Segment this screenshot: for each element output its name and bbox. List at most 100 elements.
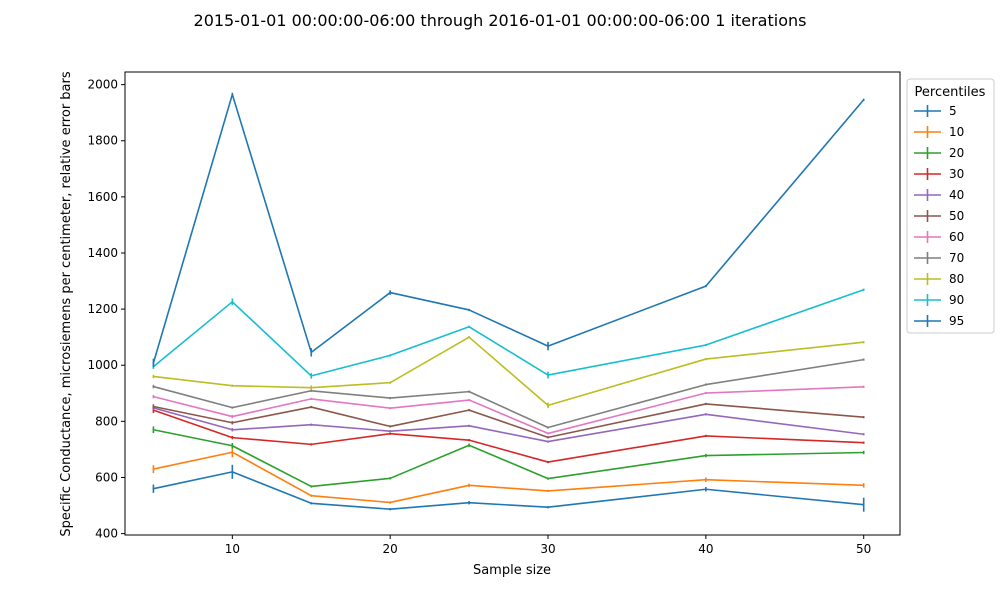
legend-item: 95 [914, 314, 964, 328]
data-point [468, 390, 470, 393]
data-point [705, 413, 707, 416]
y-tick-label: 1400 [87, 246, 118, 260]
data-point [705, 488, 707, 491]
series-line [153, 409, 864, 463]
legend-item: 5 [914, 104, 957, 118]
data-point [389, 407, 391, 409]
data-point [705, 392, 707, 394]
data-point [547, 477, 549, 480]
legend-items: 5 10 20 30 40 50 60 70 80 90 95 [914, 104, 964, 328]
data-point [389, 477, 391, 480]
y-tick-label: 1200 [87, 302, 118, 316]
data-point [468, 409, 470, 411]
data-point [705, 478, 707, 481]
data-point [310, 494, 313, 497]
data-point [468, 501, 470, 504]
y-tick-label: 1600 [87, 190, 118, 204]
data-point [231, 451, 234, 454]
data-point [152, 428, 155, 431]
series-20 [152, 426, 865, 488]
legend: Percentiles 5 10 20 30 40 50 60 70 80 90 95 [906, 78, 995, 334]
data-point [547, 506, 549, 509]
data-point [231, 428, 234, 431]
series-line [153, 403, 864, 439]
y-tick-label: 800 [95, 414, 118, 428]
data-point [389, 508, 391, 510]
data-point [231, 444, 234, 447]
legend-item: 10 [914, 125, 964, 139]
legend-title: Percentiles [915, 85, 986, 100]
data-point [468, 325, 470, 328]
series-line [153, 471, 864, 510]
data-point [310, 389, 313, 392]
legend-item: 80 [914, 272, 964, 286]
data-point [152, 375, 155, 378]
legend-item: 90 [914, 293, 964, 307]
legend-label: 10 [949, 125, 964, 139]
data-point [310, 386, 313, 389]
series-line [153, 358, 864, 429]
y-tick-label: 1000 [87, 358, 118, 372]
legend-label: 30 [949, 167, 964, 181]
y-axis-label: Specific Conductance, microsiemens per c… [59, 71, 74, 536]
series-layer [152, 92, 865, 512]
data-point [310, 485, 313, 488]
series-5 [152, 464, 865, 512]
data-point [547, 440, 549, 443]
data-point [468, 439, 470, 441]
data-point [152, 468, 155, 470]
series-line [153, 386, 864, 435]
series-10 [152, 447, 865, 504]
data-point [705, 403, 707, 405]
data-point [547, 426, 549, 429]
x-tick-label: 10 [225, 542, 240, 556]
data-point [705, 285, 707, 287]
data-point [231, 93, 234, 96]
x-axis-label: Sample size [473, 563, 551, 578]
legend-label: 20 [949, 146, 964, 160]
data-point [231, 384, 234, 387]
y-axis: 400 600 800 1000 1200 1400 1600 1800 2000 [87, 78, 125, 541]
data-point [468, 399, 470, 401]
legend-item: 20 [914, 146, 964, 160]
data-point [389, 501, 391, 504]
data-point [389, 397, 391, 399]
legend-item: 60 [914, 230, 964, 244]
data-point [547, 345, 549, 347]
data-point [468, 309, 470, 311]
data-point [705, 344, 707, 346]
data-point [389, 291, 391, 294]
data-point [152, 385, 155, 388]
data-point [310, 398, 313, 400]
data-point [389, 354, 391, 357]
data-point [389, 430, 391, 432]
series-line [153, 336, 864, 407]
legend-item: 30 [914, 167, 964, 181]
x-tick-label: 40 [698, 542, 713, 556]
legend-label: 70 [949, 251, 964, 265]
data-point [547, 461, 549, 463]
data-point [152, 395, 155, 398]
data-point [862, 441, 865, 444]
y-tick-label: 600 [95, 470, 118, 484]
data-point [862, 484, 865, 487]
data-point [468, 336, 470, 338]
data-point [547, 490, 549, 492]
data-point [705, 435, 707, 437]
data-point [231, 415, 234, 418]
series-50 [152, 402, 865, 439]
legend-item: 70 [914, 251, 964, 265]
series-80 [152, 336, 865, 409]
y-tick-label: 2000 [87, 78, 118, 92]
data-point [231, 301, 234, 303]
data-point [547, 374, 549, 376]
data-point [862, 386, 865, 388]
data-point [547, 432, 549, 435]
legend-item: 50 [914, 209, 964, 223]
data-point [231, 436, 234, 439]
legend-item: 40 [914, 188, 964, 202]
data-point [705, 454, 707, 457]
data-point [310, 423, 313, 426]
series-line [153, 428, 864, 488]
